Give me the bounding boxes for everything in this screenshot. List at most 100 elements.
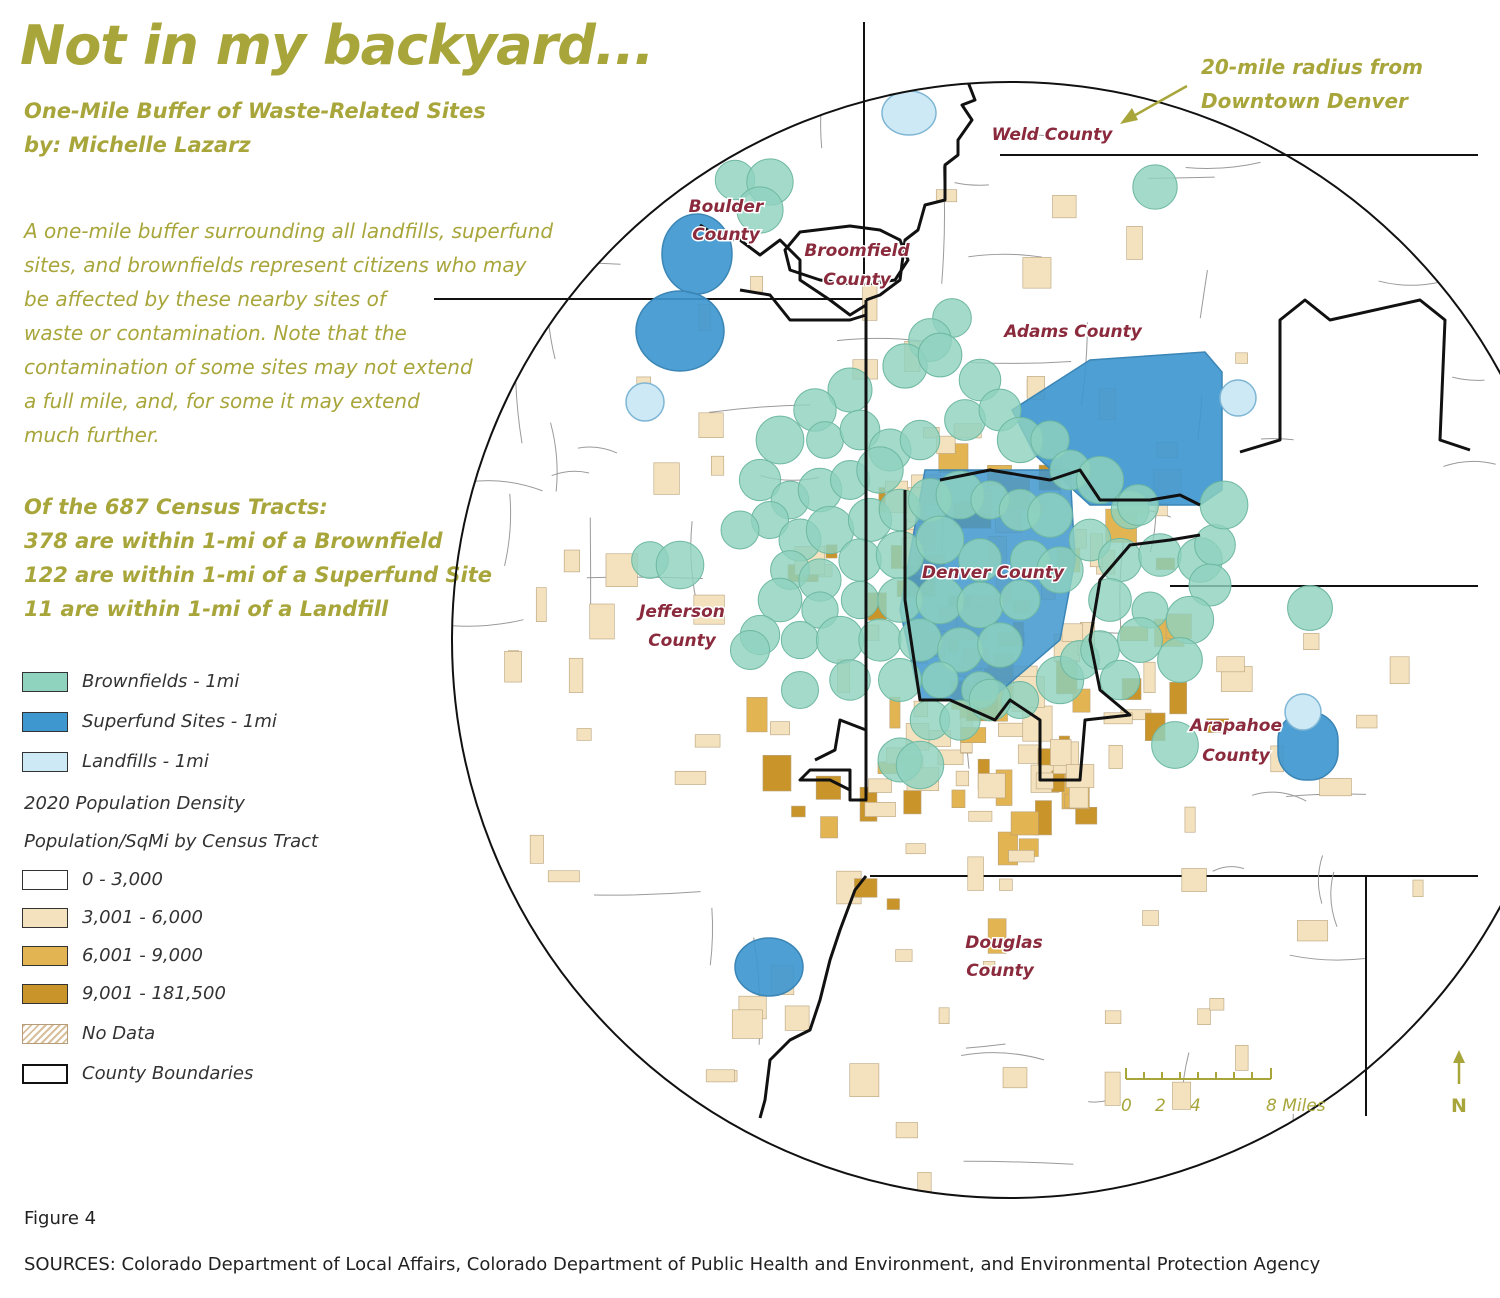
subtitle-line: One-Mile Buffer of Waste-Related Sites [24, 99, 486, 123]
density-tract [1061, 623, 1084, 642]
tract-boundary [1289, 954, 1365, 961]
density-tract [1297, 920, 1329, 942]
legend-label: Landfills - 1mi [82, 751, 209, 772]
density-tract [1216, 656, 1245, 673]
twenty-mile-radius-circle [451, 81, 1500, 1199]
brownfield-buffer [838, 538, 882, 582]
brownfield-buffer [729, 629, 771, 671]
brownfield-buffer [999, 579, 1041, 621]
tract-boundary [504, 493, 512, 566]
density-tract [731, 1009, 763, 1039]
tract-boundary [1199, 270, 1208, 319]
tract-boundary [961, 1052, 1045, 1061]
tract-boundary [638, 85, 644, 192]
brownfield-buffer [1132, 164, 1178, 210]
legend-label: County Boundaries [82, 1063, 254, 1084]
density-tract [1235, 1044, 1249, 1071]
brownfield-buffer [917, 332, 963, 378]
county-boundaries [699, 82, 1471, 1119]
brownfield-buffer [977, 622, 1023, 668]
legend-heading: Population/SqMi by Census Tract [24, 831, 319, 852]
tract-boundary [594, 891, 701, 896]
density-tract [1303, 633, 1320, 650]
density-tract [1197, 1008, 1211, 1025]
tract-boundary [1452, 376, 1485, 381]
tract-boundary [460, 925, 469, 997]
density-tract [529, 834, 544, 864]
brownfield-buffer [1151, 721, 1199, 769]
density-tract [935, 189, 958, 203]
density-tract [849, 1063, 880, 1097]
tract-boundary [536, 1115, 542, 1168]
legend-label: Superfund Sites - 1mi [82, 711, 277, 732]
stats-line: 122 are within 1-mi of a Superfund Site [24, 563, 493, 587]
brownfield-buffer [921, 661, 959, 699]
tract-boundary [1378, 280, 1440, 286]
description-line: waste or contamination. Note that the [24, 321, 407, 345]
map-body: Weld County Boulder County Broomfield Co… [452, 82, 1500, 1198]
density-tract [535, 587, 547, 622]
brownfield-buffer [956, 581, 1004, 629]
brownfield-buffer [757, 577, 803, 623]
brownfield-buffer [840, 580, 880, 620]
density-tract [999, 878, 1013, 891]
brownfield-buffer [958, 538, 1002, 582]
county-boundary-swatch [22, 1064, 68, 1084]
brownfield-buffers [631, 158, 1333, 790]
description-line: A one-mile buffer surrounding all landfi… [24, 219, 554, 243]
density-tract [694, 734, 721, 748]
density-tract [784, 1005, 810, 1031]
figure-caption: Figure 4 [24, 1208, 97, 1229]
county-boundary [783, 224, 910, 287]
brownfield-buffer [856, 446, 904, 494]
density-tract [1181, 868, 1207, 892]
landfill-buffer [881, 90, 937, 136]
tract-boundary [544, 153, 592, 161]
tract-boundary [1317, 855, 1324, 904]
brownfield-buffer [898, 618, 942, 662]
density-tract [693, 594, 725, 625]
north-arrow: N [1451, 1050, 1467, 1117]
density-tract [1010, 811, 1039, 836]
density-tract [1209, 998, 1225, 1011]
tract-boundary [1185, 161, 1261, 169]
brownfield-buffer [1117, 617, 1163, 663]
county-label-arapahoe: Arapahoe [1188, 716, 1282, 736]
density-tract [750, 276, 763, 293]
tract-boundary [546, 262, 621, 265]
superfund-swatch [22, 712, 68, 732]
county-label-douglas: County [966, 961, 1034, 981]
density-tract [868, 778, 892, 793]
superfund-buffer [734, 937, 804, 997]
tract-boundary [965, 1043, 1006, 1049]
scale-bar: 0 2 4 8 Miles [1121, 1068, 1326, 1116]
legend-heading: 2020 Population Density [24, 793, 245, 814]
county-boundary [1239, 298, 1471, 454]
radius-label: 20-mile radius from [1201, 55, 1423, 79]
density-tract [746, 697, 768, 733]
density-tract [905, 843, 926, 855]
county-boundary [758, 875, 868, 1119]
density-tract [653, 462, 680, 495]
density-tract [791, 805, 806, 818]
brownfield-buffer [1199, 480, 1249, 530]
superfund-buffer [635, 290, 725, 372]
brownfield-buffer [755, 415, 805, 465]
density-tract [1184, 806, 1196, 833]
density-tract [589, 603, 615, 640]
scale-tick-label: 0 [1121, 1096, 1132, 1116]
tract-boundary [539, 1060, 623, 1068]
landfill-swatch [22, 752, 68, 772]
density-tract [1206, 718, 1229, 733]
county-label-denver: Denver County [922, 563, 1065, 583]
brownfield-buffer [877, 577, 923, 623]
brownfield-buffer [827, 367, 873, 413]
stats-line: 378 are within 1-mi of a Brownfield [24, 529, 443, 553]
density-tract [1142, 910, 1159, 926]
north-arrowhead-icon [1453, 1050, 1465, 1063]
density-tract [1008, 850, 1035, 863]
brownfield-buffer [839, 409, 881, 451]
density-tract [968, 810, 993, 822]
landfill-buffer [1219, 379, 1257, 417]
county-label-douglas: Douglas [965, 933, 1042, 953]
